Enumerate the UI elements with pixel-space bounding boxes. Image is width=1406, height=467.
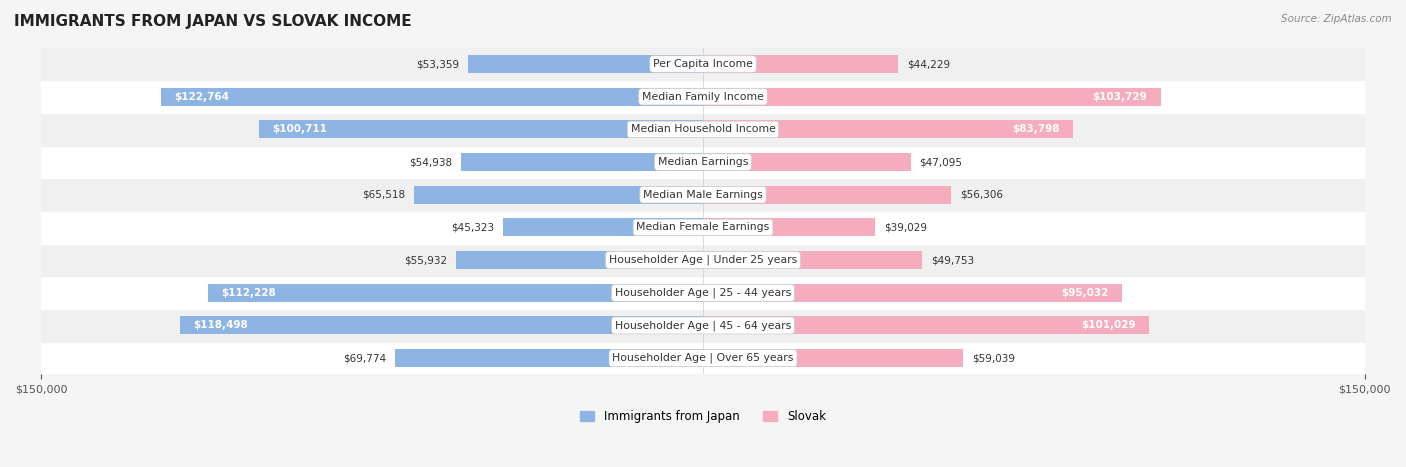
Text: Median Earnings: Median Earnings: [658, 157, 748, 167]
Bar: [703, 349, 963, 367]
Bar: [41, 342, 1365, 375]
Text: Householder Age | Under 25 years: Householder Age | Under 25 years: [609, 255, 797, 265]
Text: $56,306: $56,306: [960, 190, 1004, 200]
Bar: [41, 48, 1365, 80]
Text: $95,032: $95,032: [1062, 288, 1109, 298]
Text: $103,729: $103,729: [1092, 92, 1147, 102]
Text: $59,039: $59,039: [973, 353, 1015, 363]
Text: $100,711: $100,711: [271, 124, 326, 134]
Text: IMMIGRANTS FROM JAPAN VS SLOVAK INCOME: IMMIGRANTS FROM JAPAN VS SLOVAK INCOME: [14, 14, 412, 29]
Text: Householder Age | 25 - 44 years: Householder Age | 25 - 44 years: [614, 288, 792, 298]
Bar: [703, 186, 952, 204]
Text: $47,095: $47,095: [920, 157, 963, 167]
Bar: [703, 251, 922, 269]
Text: $45,323: $45,323: [451, 222, 495, 233]
Text: $49,753: $49,753: [931, 255, 974, 265]
Text: $83,798: $83,798: [1012, 124, 1060, 134]
Text: Householder Age | 45 - 64 years: Householder Age | 45 - 64 years: [614, 320, 792, 331]
Bar: [468, 55, 703, 73]
Bar: [41, 80, 1365, 113]
Text: Median Female Earnings: Median Female Earnings: [637, 222, 769, 233]
Text: Householder Age | Over 65 years: Householder Age | Over 65 years: [612, 353, 794, 363]
Bar: [413, 186, 703, 204]
Text: $101,029: $101,029: [1081, 320, 1136, 331]
Text: Median Household Income: Median Household Income: [630, 124, 776, 134]
Bar: [703, 284, 1122, 302]
Text: $69,774: $69,774: [343, 353, 387, 363]
Text: $55,932: $55,932: [405, 255, 447, 265]
Legend: Immigrants from Japan, Slovak: Immigrants from Japan, Slovak: [575, 405, 831, 427]
Bar: [703, 88, 1160, 106]
Text: $44,229: $44,229: [907, 59, 950, 69]
Bar: [41, 211, 1365, 244]
Text: $53,359: $53,359: [416, 59, 458, 69]
Text: $112,228: $112,228: [221, 288, 276, 298]
Bar: [41, 178, 1365, 211]
Bar: [703, 55, 898, 73]
Bar: [703, 153, 911, 171]
Bar: [461, 153, 703, 171]
Text: $65,518: $65,518: [361, 190, 405, 200]
Bar: [41, 146, 1365, 178]
Bar: [180, 317, 703, 334]
Bar: [703, 120, 1073, 138]
Text: Median Male Earnings: Median Male Earnings: [643, 190, 763, 200]
Text: Source: ZipAtlas.com: Source: ZipAtlas.com: [1281, 14, 1392, 24]
Bar: [41, 276, 1365, 309]
Bar: [503, 219, 703, 236]
Bar: [162, 88, 703, 106]
Text: $122,764: $122,764: [174, 92, 229, 102]
Text: Per Capita Income: Per Capita Income: [652, 59, 754, 69]
Bar: [703, 219, 875, 236]
Text: $39,029: $39,029: [884, 222, 927, 233]
Text: Median Family Income: Median Family Income: [643, 92, 763, 102]
Bar: [41, 113, 1365, 146]
Bar: [259, 120, 703, 138]
Bar: [208, 284, 703, 302]
Bar: [456, 251, 703, 269]
Text: $118,498: $118,498: [194, 320, 249, 331]
Bar: [41, 309, 1365, 342]
Bar: [395, 349, 703, 367]
Bar: [41, 244, 1365, 276]
Text: $54,938: $54,938: [409, 157, 451, 167]
Bar: [703, 317, 1149, 334]
